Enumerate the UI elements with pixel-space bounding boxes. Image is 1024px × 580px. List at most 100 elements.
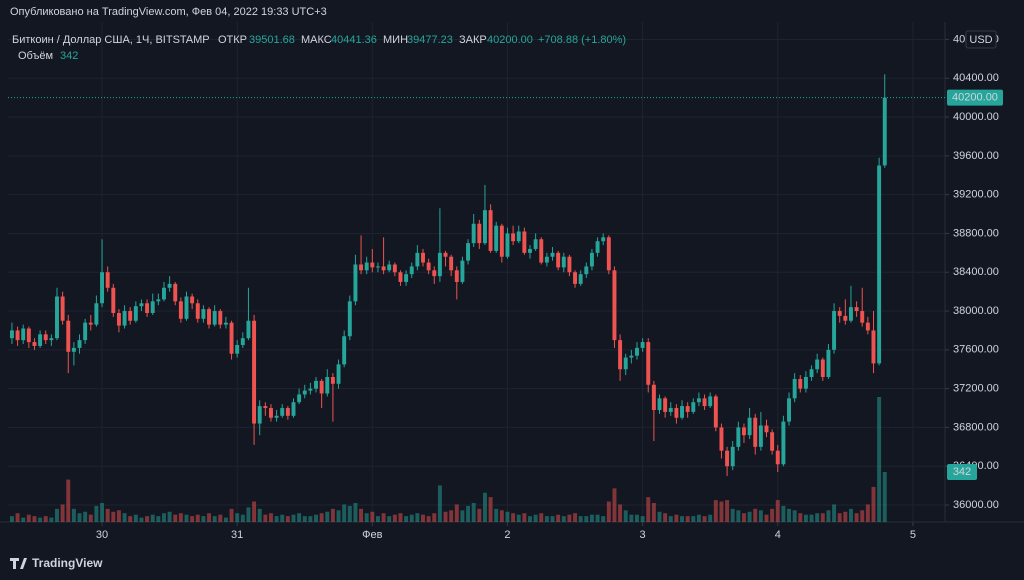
volume-bar: [195, 514, 200, 522]
candle-body: [370, 262, 375, 268]
volume-bar: [21, 517, 26, 522]
volume-bar: [184, 514, 189, 522]
candle-body: [201, 309, 206, 319]
volume-bar: [437, 485, 442, 522]
candle-body: [770, 432, 775, 451]
volume-bar: [651, 502, 656, 522]
candle-body: [471, 223, 476, 244]
volume-bar: [454, 504, 459, 522]
volume-bar: [815, 513, 820, 522]
candle-body: [133, 306, 138, 321]
candle-body: [775, 450, 780, 465]
volume-bar: [595, 514, 600, 522]
candle-body: [21, 328, 26, 341]
candle-body: [454, 270, 459, 282]
volume-bar: [719, 501, 724, 522]
candle-body: [482, 210, 487, 244]
candle-body: [618, 340, 623, 370]
volume-bar: [809, 514, 814, 522]
y-tick-label: 36800.00: [953, 421, 999, 433]
volume-bar: [55, 508, 59, 522]
candle-body: [663, 398, 668, 412]
volume-value: 342: [60, 50, 78, 62]
candle-body: [314, 380, 318, 389]
candle-body: [719, 427, 724, 451]
candle-body: [544, 256, 549, 263]
candle-body: [651, 384, 656, 410]
volume-bar: [218, 514, 223, 522]
volume-bar: [573, 513, 578, 522]
volume-bar: [88, 514, 93, 522]
candle-body: [359, 264, 364, 271]
candle-body: [612, 270, 617, 341]
candle-body: [223, 322, 228, 325]
volume-bar: [285, 516, 290, 522]
volume-bar: [832, 504, 837, 522]
candle-body: [302, 390, 307, 395]
open-name: ОТКР: [218, 34, 247, 46]
candle-body: [803, 376, 808, 389]
candle-body: [635, 347, 639, 356]
candle-body: [567, 256, 572, 273]
volume-bar: [347, 505, 352, 522]
x-tick-label: 5: [910, 529, 916, 541]
volume-bar: [342, 504, 347, 522]
volume-bar: [696, 514, 701, 522]
candle-body: [229, 322, 234, 354]
candle-body: [122, 311, 127, 326]
candle-body: [657, 398, 662, 410]
candle-body: [713, 396, 718, 428]
candle-body: [528, 248, 532, 253]
volume-bar: [550, 516, 555, 522]
last-price-badge: [947, 89, 1003, 106]
candle-body: [764, 425, 769, 433]
y-tick-label: 38000.00: [953, 305, 999, 317]
candle-body: [815, 359, 820, 370]
volume-bar: [381, 513, 386, 522]
candle-body: [43, 334, 48, 341]
candle-body: [443, 252, 448, 257]
volume-bar: [516, 514, 521, 522]
candle-body: [494, 225, 499, 251]
candle-body: [730, 446, 735, 467]
candle-body: [488, 210, 493, 251]
volume-bar: [421, 514, 425, 522]
candle-body: [381, 266, 386, 271]
candle-body: [280, 408, 285, 416]
currency-label[interactable]: USD: [969, 34, 992, 46]
volume-bar: [325, 511, 330, 522]
volume-bar: [77, 513, 82, 522]
volume-bar: [629, 514, 634, 522]
candle-body: [235, 344, 240, 354]
high-name: МАКС: [301, 34, 332, 46]
volume-bar: [375, 516, 380, 522]
candle-body: [190, 296, 195, 304]
candle-body: [38, 334, 43, 346]
volume-bar: [43, 516, 48, 522]
low-value: 39477.23: [407, 34, 453, 46]
candle-body: [94, 303, 99, 325]
volume-bar: [150, 514, 155, 522]
volume-bar: [725, 500, 730, 522]
candle-body: [871, 330, 876, 364]
currency-badge[interactable]: [965, 30, 997, 49]
volume-bar: [803, 514, 808, 522]
volume-bar: [190, 516, 195, 522]
volume-bar: [252, 501, 257, 522]
candle-body: [274, 415, 279, 418]
volume-bar: [128, 516, 133, 522]
candle-body: [257, 406, 262, 424]
candle-body: [347, 301, 352, 337]
x-tick-label: 31: [231, 529, 243, 541]
candle-body: [533, 239, 538, 249]
volume-bar: [753, 508, 758, 522]
candle-body: [83, 322, 88, 341]
candle-body: [877, 165, 882, 364]
volume-bar: [26, 514, 31, 522]
y-tick-label: 40000.00: [953, 111, 999, 123]
candle-body: [792, 378, 797, 399]
y-tick-label: 37600.00: [953, 344, 999, 356]
volume-bar: [770, 508, 775, 522]
volume-bar: [826, 510, 831, 522]
